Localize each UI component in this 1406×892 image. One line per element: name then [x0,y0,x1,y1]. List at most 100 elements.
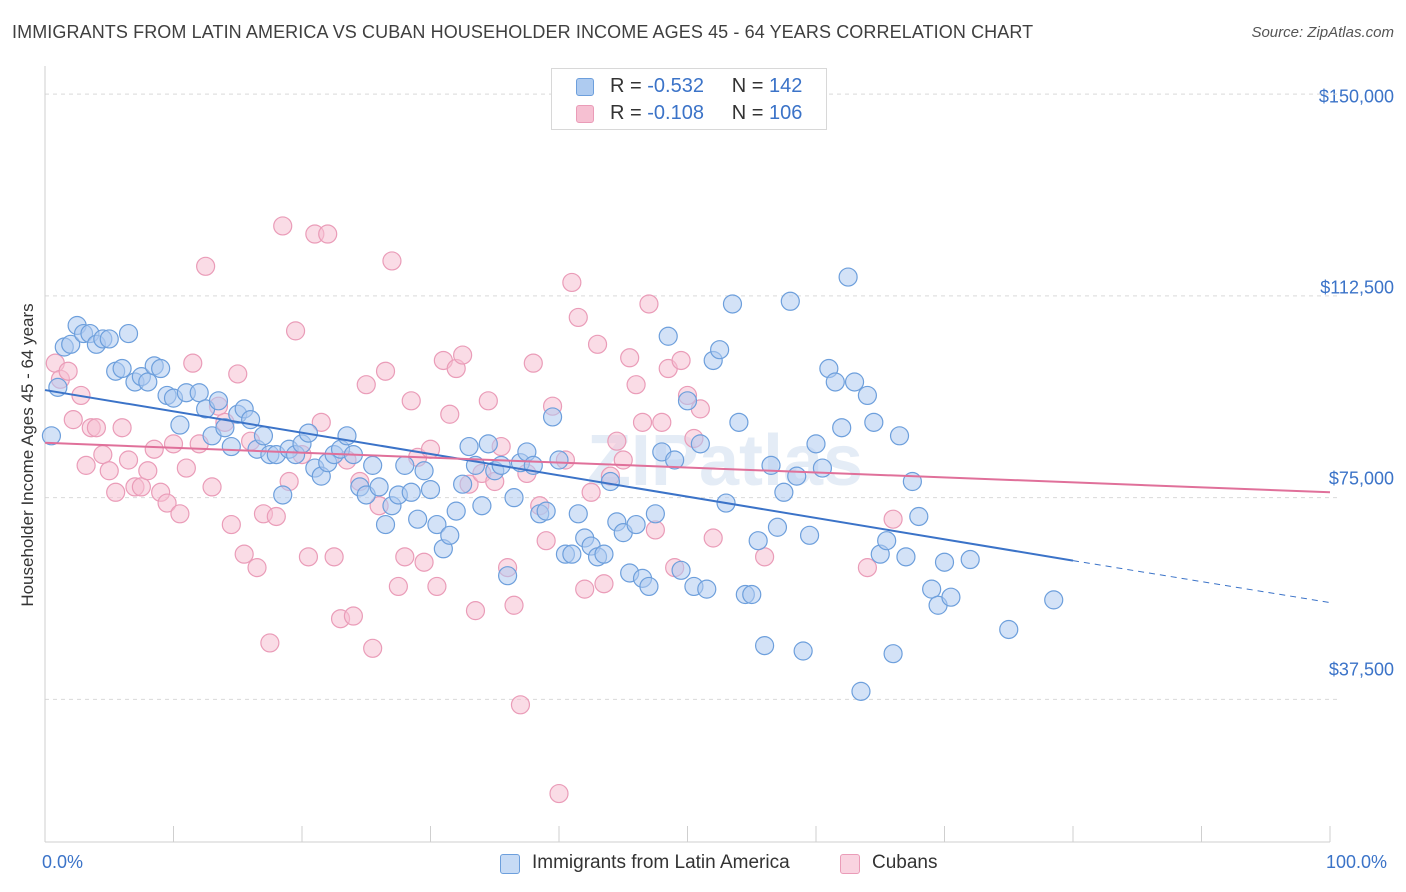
data-point [562,272,582,293]
data-point [542,407,563,427]
data-point [253,426,274,446]
data-point [877,531,897,551]
data-point [626,514,646,535]
data-point [697,579,717,599]
legend-r-label: R = [610,75,642,97]
data-point [144,439,164,459]
data-point [909,506,929,527]
data-point [99,461,119,481]
data-point [844,372,865,392]
data-point [472,496,492,516]
data-point [298,547,319,567]
data-point [934,552,955,572]
data-point [401,482,421,502]
data-point [575,579,595,599]
data-point [369,477,389,497]
data-point [363,638,383,658]
data-point [228,364,248,384]
data-point [600,471,621,492]
data-point [356,375,376,395]
data-point [504,595,524,615]
x-tick-label-max: 100.0% [1326,852,1388,872]
data-point [221,514,241,535]
data-point [170,504,190,524]
data-point [799,525,820,545]
data-point [754,547,775,567]
data-point [632,412,653,432]
data-point [568,504,588,524]
data-point [414,461,434,481]
data-point [382,251,402,271]
data-point [645,504,665,524]
data-point [401,391,421,411]
data-point [607,431,627,451]
data-point [112,418,132,438]
data-point [729,412,749,432]
data-point [414,552,434,572]
data-point [215,418,235,438]
data-point [163,434,184,454]
data-point [812,458,833,478]
data-point [375,361,396,381]
trend-line-latin-america [44,389,1074,562]
axes [44,66,1331,843]
data-point [767,517,788,537]
data-point [221,436,241,457]
data-point [189,383,209,403]
data-point [498,566,518,586]
legend-label-cubans: Cubans [872,852,938,873]
data-point [157,493,177,513]
legend-r-value-blue: -0.532 [647,75,704,97]
data-point [864,412,884,432]
data-point [774,482,794,502]
data-point [838,267,858,287]
data-point [671,560,691,580]
data-point [388,576,408,597]
data-point [118,323,139,344]
data-point [568,307,588,328]
data-point [395,547,415,567]
data-point [941,587,961,607]
latin-america-series [41,267,1064,701]
data-point [247,558,267,578]
data-point [208,391,229,411]
y-tick-label-112500: $112,500 [1320,277,1394,298]
data-point [645,520,665,540]
trend-line-latin-america-extension [1072,560,1331,604]
y-tick-label-150000: $150,000 [1318,86,1394,107]
data-point [671,350,691,371]
data-point [793,641,813,661]
data-point [690,434,710,454]
y-tick-label-75000: $75,000 [1328,468,1394,489]
data-point [857,385,878,406]
data-point [710,340,730,360]
data-point [883,509,903,529]
legend-n-label: N = [731,75,764,97]
data-point [459,436,479,457]
data-point [825,372,845,392]
data-point [427,576,447,597]
data-point [343,606,363,626]
series-legend: Immigrants from Latin America Cubans [0,852,1406,878]
data-point [754,636,775,656]
data-point [138,461,158,481]
data-point [832,418,852,438]
legend-n-label: N = [731,102,764,124]
data-point [318,224,338,244]
legend-n-value-pink: 106 [769,102,803,124]
data-point [889,426,910,446]
data-point [453,474,473,494]
legend-swatch-pink [840,854,860,874]
data-point [594,574,614,594]
data-point [1044,590,1064,610]
data-point [427,514,447,535]
data-point [151,358,171,379]
data-point [363,455,383,475]
data-point [408,509,428,529]
data-point [665,450,685,470]
y-tick-label-37500: $37,500 [1328,659,1394,680]
data-point [395,455,415,475]
data-point [658,326,678,346]
data-point [562,544,582,564]
